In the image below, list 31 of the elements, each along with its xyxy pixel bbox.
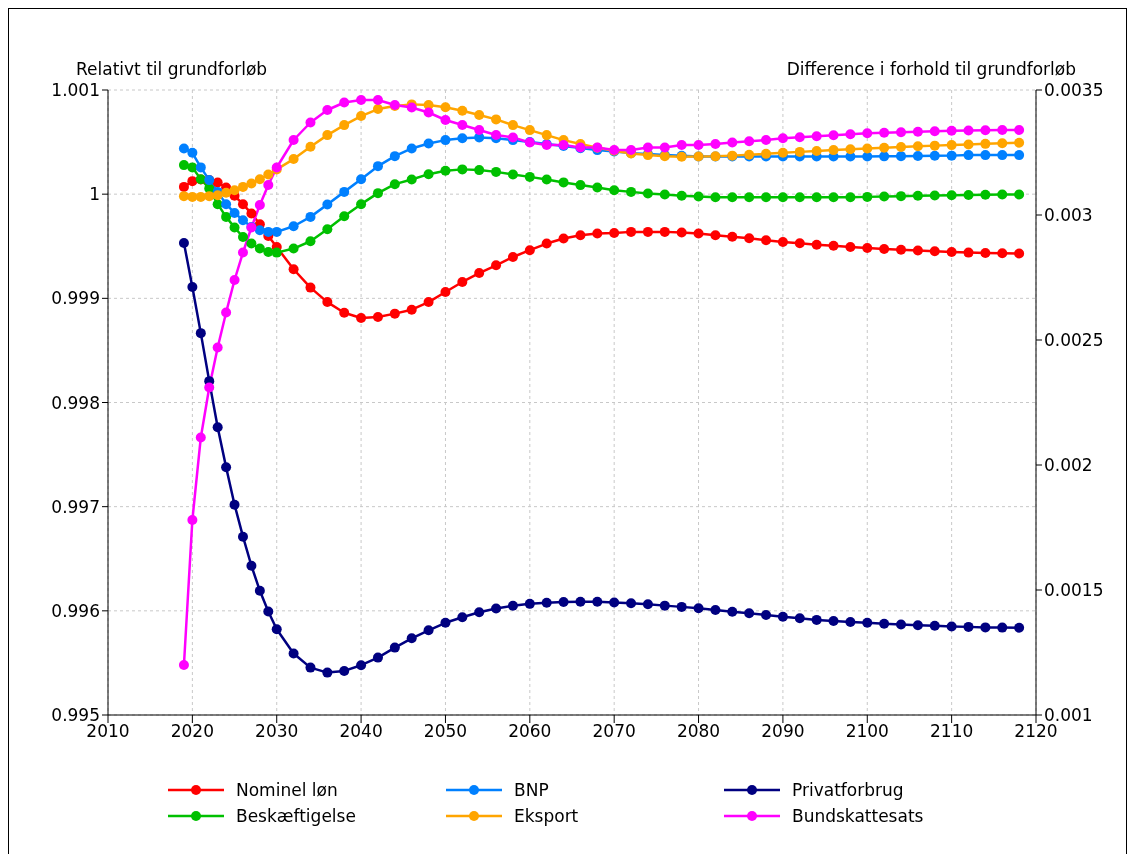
x-tick-label: 2050	[423, 721, 468, 742]
y-axis-title: Relativt til grundforløb	[76, 59, 268, 79]
x-tick-label: 2040	[339, 721, 383, 742]
legend-label: Eksport	[514, 806, 579, 826]
y-tick-label: 1.001	[51, 80, 100, 101]
legend-label: Nominel løn	[236, 780, 338, 800]
y2-tick-label: 0.0015	[1044, 580, 1104, 601]
y2-tick-label: 0.0035	[1044, 80, 1104, 101]
y2-tick-label: 0.002	[1044, 455, 1093, 476]
y2-tick-label: 0.0025	[1044, 330, 1104, 351]
y-tick-label: 0.999	[51, 288, 100, 309]
y2-axis-title: Difference i forhold til grundforløb	[786, 59, 1076, 79]
x-tick-label: 2060	[508, 721, 552, 742]
legend-label: Bundskattesats	[792, 806, 924, 826]
y2-tick-label: 0.003	[1044, 205, 1093, 226]
y-tick-label: 0.996	[51, 600, 100, 621]
y-tick-label: 0.997	[51, 496, 100, 517]
x-tick-label: 2100	[845, 721, 889, 742]
x-tick-label: 2080	[676, 721, 721, 742]
legend-label: BNP	[514, 780, 549, 800]
x-tick-label: 2030	[255, 721, 299, 742]
x-tick-label: 2020	[170, 721, 214, 742]
legend-label: Beskæftigelse	[236, 806, 356, 826]
x-tick-label: 2010	[86, 721, 130, 742]
x-tick-label: 2120	[1014, 721, 1058, 742]
x-tick-label: 2110	[930, 721, 974, 742]
legend-label: Privatforbrug	[792, 780, 904, 800]
y-tick-label: 1	[89, 184, 100, 205]
y-tick-label: 0.998	[51, 392, 100, 413]
x-tick-label: 2070	[592, 721, 636, 742]
x-tick-label: 2090	[761, 721, 805, 742]
